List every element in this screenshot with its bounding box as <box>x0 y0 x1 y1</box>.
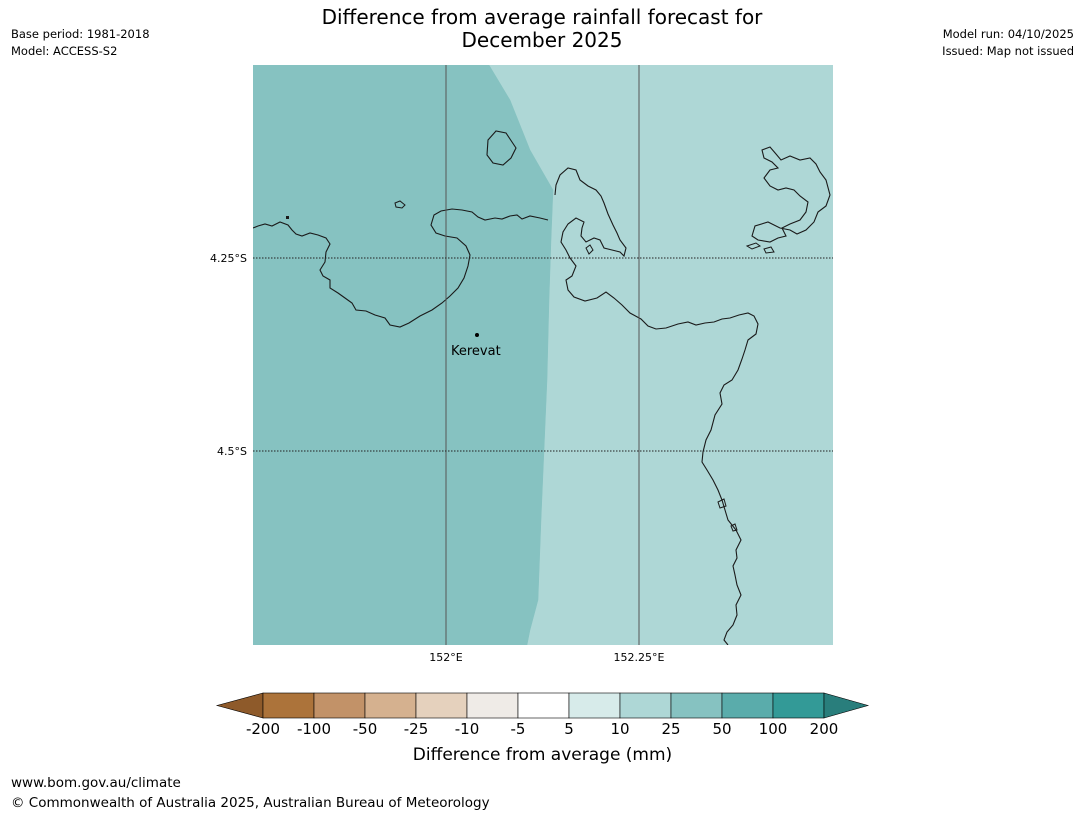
colorbar-segment <box>772 692 825 719</box>
island-small-4 <box>763 246 775 254</box>
colorbar-tick-label: -200 <box>246 720 280 738</box>
island-small-6 <box>730 523 738 532</box>
colorbar: -200 -100 -50 -25 -10 -5 5 10 25 50 100 200 <box>215 692 870 738</box>
colorbar-tick-label: -50 <box>353 720 378 738</box>
colorbar-tick-label: -25 <box>404 720 429 738</box>
colorbar-tick-label: -5 <box>511 720 526 738</box>
region-dark <box>253 65 554 645</box>
colorbar-segment <box>517 692 570 719</box>
model-run-text: Model run: 04/10/2025 <box>942 27 1074 41</box>
coastline-east <box>554 167 759 645</box>
base-period-text: Base period: 1981-2018 <box>11 27 150 41</box>
colorbar-segment <box>364 692 417 719</box>
colorbar-segment <box>670 692 723 719</box>
lat-label-4-25: 4.25°S <box>210 252 247 265</box>
colorbar-segment <box>568 692 621 719</box>
title-line-2: December 2025 <box>461 28 623 52</box>
colorbar-segment <box>721 692 774 719</box>
lat-label-4-5: 4.5°S <box>217 445 247 458</box>
kerevat-label: Kerevat <box>451 344 501 359</box>
colorbar-tick-label: 5 <box>564 720 574 738</box>
lon-label-152-25: 152.25°E <box>614 651 665 664</box>
footer-copyright: © Commonwealth of Australia 2025, Austra… <box>11 795 490 811</box>
island-small-1 <box>394 200 406 209</box>
footer-url[interactable]: www.bom.gov.au/climate <box>11 775 181 791</box>
colorbar-label: Difference from average (mm) <box>412 745 673 765</box>
colorbar-tick-label: -10 <box>455 720 480 738</box>
coastline-west <box>253 208 549 328</box>
title-line-1: Difference from average rainfall forecas… <box>321 5 763 29</box>
island-small-3 <box>745 242 762 250</box>
colorbar-extend-high <box>823 692 870 719</box>
island-small-2 <box>585 244 594 255</box>
colorbar-tick-label: -100 <box>297 720 331 738</box>
colorbar-segment <box>415 692 468 719</box>
run-info: Model run: 04/10/2025 Issued: Map not is… <box>942 26 1074 60</box>
colorbar-segment <box>619 692 672 719</box>
colorbar-tick-label: 10 <box>610 720 629 738</box>
colorbar-segment <box>466 692 519 719</box>
colorbar-tick-label: 200 <box>810 720 839 738</box>
kerevat-marker <box>475 333 479 337</box>
island-small-5 <box>717 498 727 509</box>
island-north <box>486 130 517 166</box>
page-title: Difference from average rainfall forecas… <box>292 6 792 52</box>
colorbar-extend-low <box>215 692 264 719</box>
model-info: Base period: 1981-2018 Model: ACCESS-S2 <box>11 26 150 60</box>
model-text: Model: ACCESS-S2 <box>11 44 118 58</box>
island-dot <box>286 216 289 219</box>
issued-text: Issued: Map not issued <box>942 44 1074 58</box>
colorbar-tick-label: 25 <box>661 720 680 738</box>
colorbar-segment <box>262 692 315 719</box>
lon-label-152: 152°E <box>429 651 462 664</box>
colorbar-segment <box>313 692 366 719</box>
colorbar-tick-label: 50 <box>712 720 731 738</box>
island-northeast <box>751 146 831 243</box>
colorbar-tick-label: 100 <box>759 720 788 738</box>
